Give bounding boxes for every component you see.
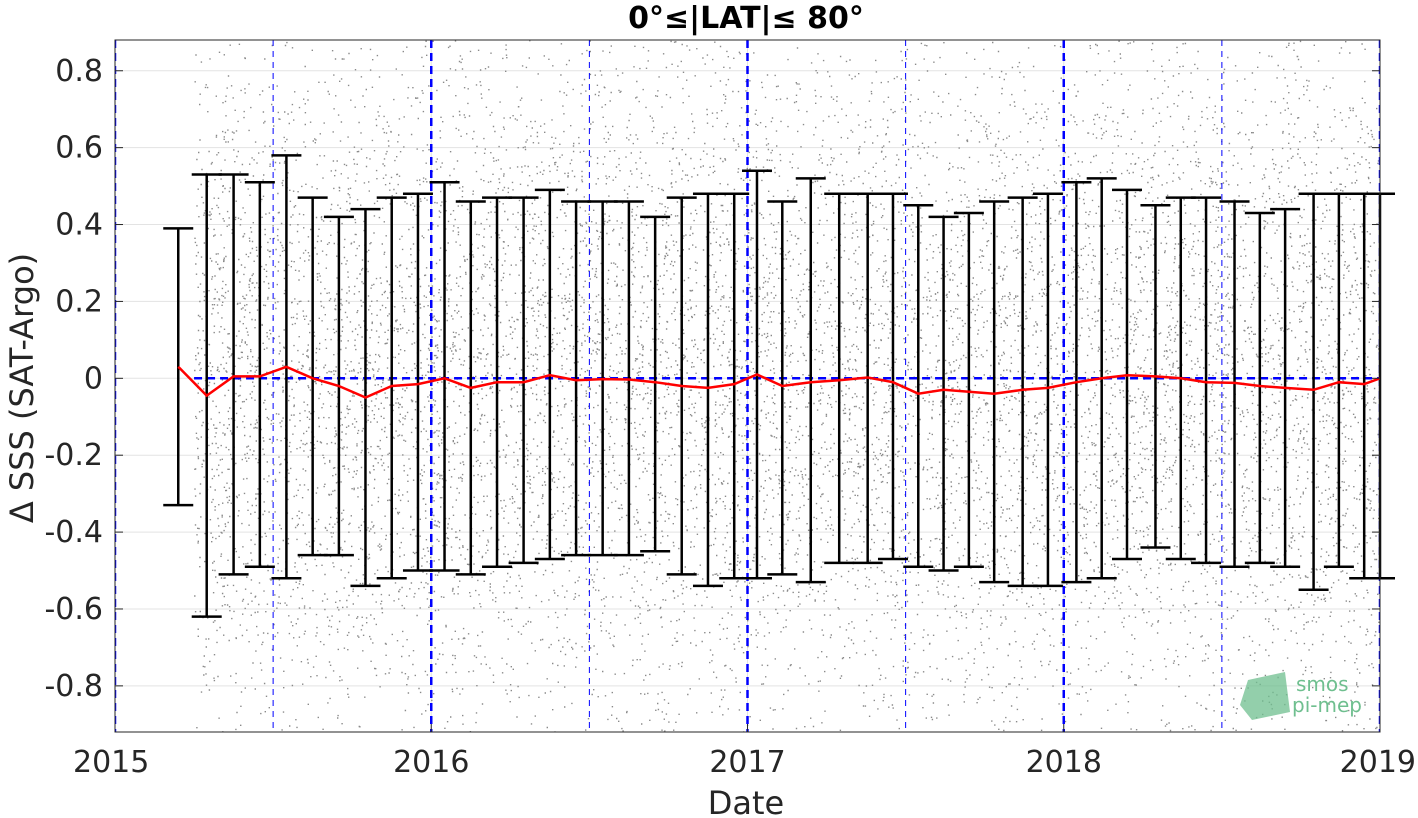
x-tick-label: 2018 <box>1026 745 1102 780</box>
error-bar <box>824 192 855 565</box>
mean-line <box>177 365 1381 399</box>
error-bar <box>877 192 908 561</box>
logo-line2: pi-mep <box>1292 693 1362 717</box>
error-bar <box>1244 211 1275 565</box>
error-bar <box>561 200 592 557</box>
x-axis-label: Date <box>708 784 784 818</box>
y-tick-label: 0 <box>84 361 103 396</box>
x-tick-label: 2017 <box>709 745 785 780</box>
error-bar <box>692 192 723 588</box>
x-tick-label: 2016 <box>393 745 469 780</box>
logo-mark <box>1240 672 1290 720</box>
y-tick-label: 0.2 <box>55 284 103 319</box>
error-bar <box>1191 196 1222 565</box>
y-tick-label: -0.6 <box>44 592 103 627</box>
y-tick-label: -0.2 <box>44 438 103 473</box>
x-tick-label: 2015 <box>73 745 149 780</box>
error-bar <box>297 196 328 557</box>
error-bar <box>953 211 984 568</box>
x-tick-label: 2019 <box>1340 745 1416 780</box>
y-tick-label: -0.8 <box>44 669 103 704</box>
error-bar <box>767 200 798 576</box>
mean-line-path <box>177 365 1381 399</box>
error-bar <box>508 196 539 565</box>
error-bar <box>218 173 249 576</box>
error-bar <box>1032 192 1063 588</box>
error-bar <box>402 192 433 572</box>
y-tick-label: 0.4 <box>55 208 103 243</box>
logo-line1: smos <box>1296 672 1349 696</box>
error-bar <box>429 180 460 572</box>
error-bar <box>163 227 194 507</box>
error-bar <box>795 177 826 584</box>
error-bar <box>1007 196 1038 588</box>
y-tick-label: 0.6 <box>55 131 103 166</box>
error-bar <box>928 215 959 572</box>
error-bar <box>376 196 407 580</box>
chart-title: 0°≤|LAT|≤ 80° <box>628 1 864 36</box>
error-bar <box>979 200 1010 584</box>
y-tick-label: -0.4 <box>44 515 103 550</box>
error-bar <box>903 204 934 568</box>
y-tick-label: 0.8 <box>55 54 103 89</box>
error-bar <box>1298 192 1329 592</box>
y-ticks: -0.8 -0.6 -0.4 -0.2 0 0.2 0.4 0.6 0.8 <box>44 54 1380 704</box>
x-ticks: 2015 2016 2017 2018 2019 <box>73 724 1416 780</box>
error-bar <box>640 215 671 553</box>
logo: smos pi-mep <box>1240 672 1362 720</box>
error-bar <box>244 180 275 568</box>
error-bar <box>1323 192 1354 568</box>
y-axis-label: Δ SSS (SAT-Argo) <box>3 253 41 523</box>
